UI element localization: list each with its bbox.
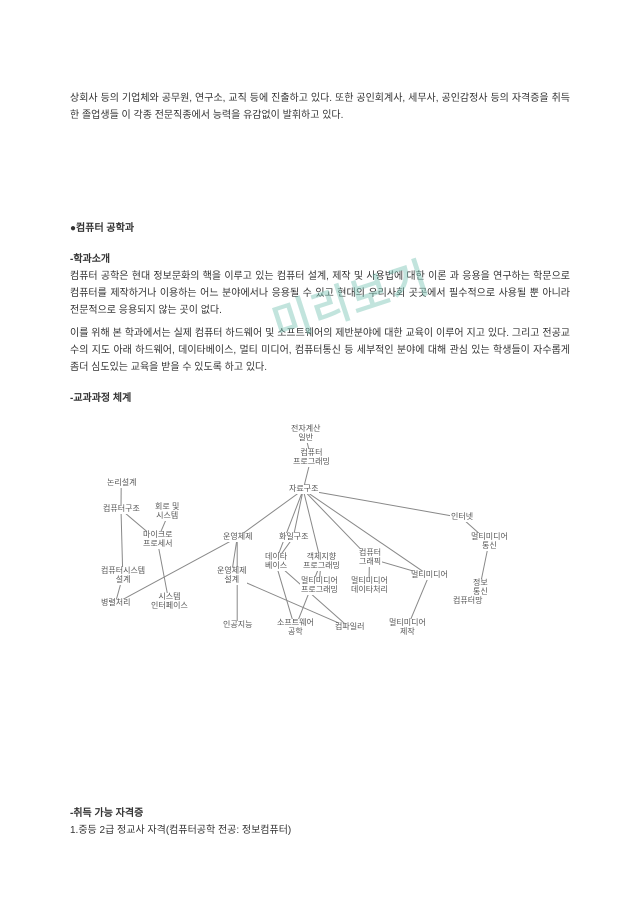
- diagram-node: 멀티미디어데이타처리: [350, 577, 389, 595]
- intro-body-1: 컴퓨터 공학은 현대 정보문화의 핵을 이루고 있는 컴퓨터 설계, 제작 및 …: [70, 268, 570, 319]
- diagram-node: 정보통신: [472, 579, 489, 597]
- diagram-node: 시스템인터페이스: [150, 593, 189, 611]
- curriculum-label: -교과과정 체계: [70, 390, 570, 407]
- diagram-node: 멀티미디어통신: [470, 533, 509, 551]
- diagram-node: 병렬처리: [100, 599, 131, 608]
- cert-label: -취득 가능 자격증: [70, 805, 291, 822]
- intro-body-2: 이를 위해 본 학과에서는 실제 컴퓨터 하드웨어 및 소프트웨어의 제반분야에…: [70, 325, 570, 376]
- spacer: [70, 130, 570, 220]
- diagram-node: 운영체제: [222, 533, 253, 542]
- diagram-node: 자료구조: [288, 485, 319, 494]
- curriculum-diagram: 전자계산일반컴퓨터프로그래밍논리설계자료구조컴퓨터구조 회로 및시스템인터넷마이크…: [70, 421, 570, 651]
- dept-heading: ●컴퓨터 공학과: [70, 220, 570, 237]
- diagram-node: 논리설계: [106, 479, 137, 488]
- diagram-node: 회로 및시스템: [154, 503, 180, 521]
- diagram-node: 컴파일러: [334, 623, 365, 632]
- diagram-node: 전자계산일반: [290, 425, 321, 443]
- diagram-node: 멀티미디어: [410, 571, 449, 580]
- diagram-node: 컴퓨터구조: [102, 505, 141, 514]
- diagram-node: 인터넷: [450, 513, 474, 522]
- cert-item-1: 1.중등 2급 정교사 자격(컴퓨터공학 전공: 정보컴퓨터): [70, 822, 291, 839]
- diagram-node: 화일구조: [278, 533, 309, 542]
- diagram-node: 컴퓨터망: [452, 597, 483, 606]
- diagram-node: 운영체제설계: [216, 567, 247, 585]
- diagram-node: 컴퓨터시스템설계: [100, 567, 146, 585]
- diagram-node: 컴퓨터그래픽: [358, 549, 382, 567]
- diagram-node: 데이타베이스: [264, 553, 288, 571]
- diagram-node: 멀티미디어프로그래밍: [300, 577, 339, 595]
- diagram-node: 인공지능: [222, 621, 253, 630]
- diagram-node: 소프트웨어공학: [276, 619, 315, 637]
- diagram-node: 마이크로프로세서: [142, 531, 173, 549]
- diagram-node: 컴퓨터프로그래밍: [292, 449, 331, 467]
- intro-paragraph: 상회사 등의 기업체와 공무원, 연구소, 교직 등에 진출하고 있다. 또한 …: [70, 90, 570, 124]
- diagram-node: 객체지향프로그래밍: [302, 553, 341, 571]
- sub-intro-label: -학과소개: [70, 251, 570, 268]
- diagram-node: 멀티미디어제작: [388, 619, 427, 637]
